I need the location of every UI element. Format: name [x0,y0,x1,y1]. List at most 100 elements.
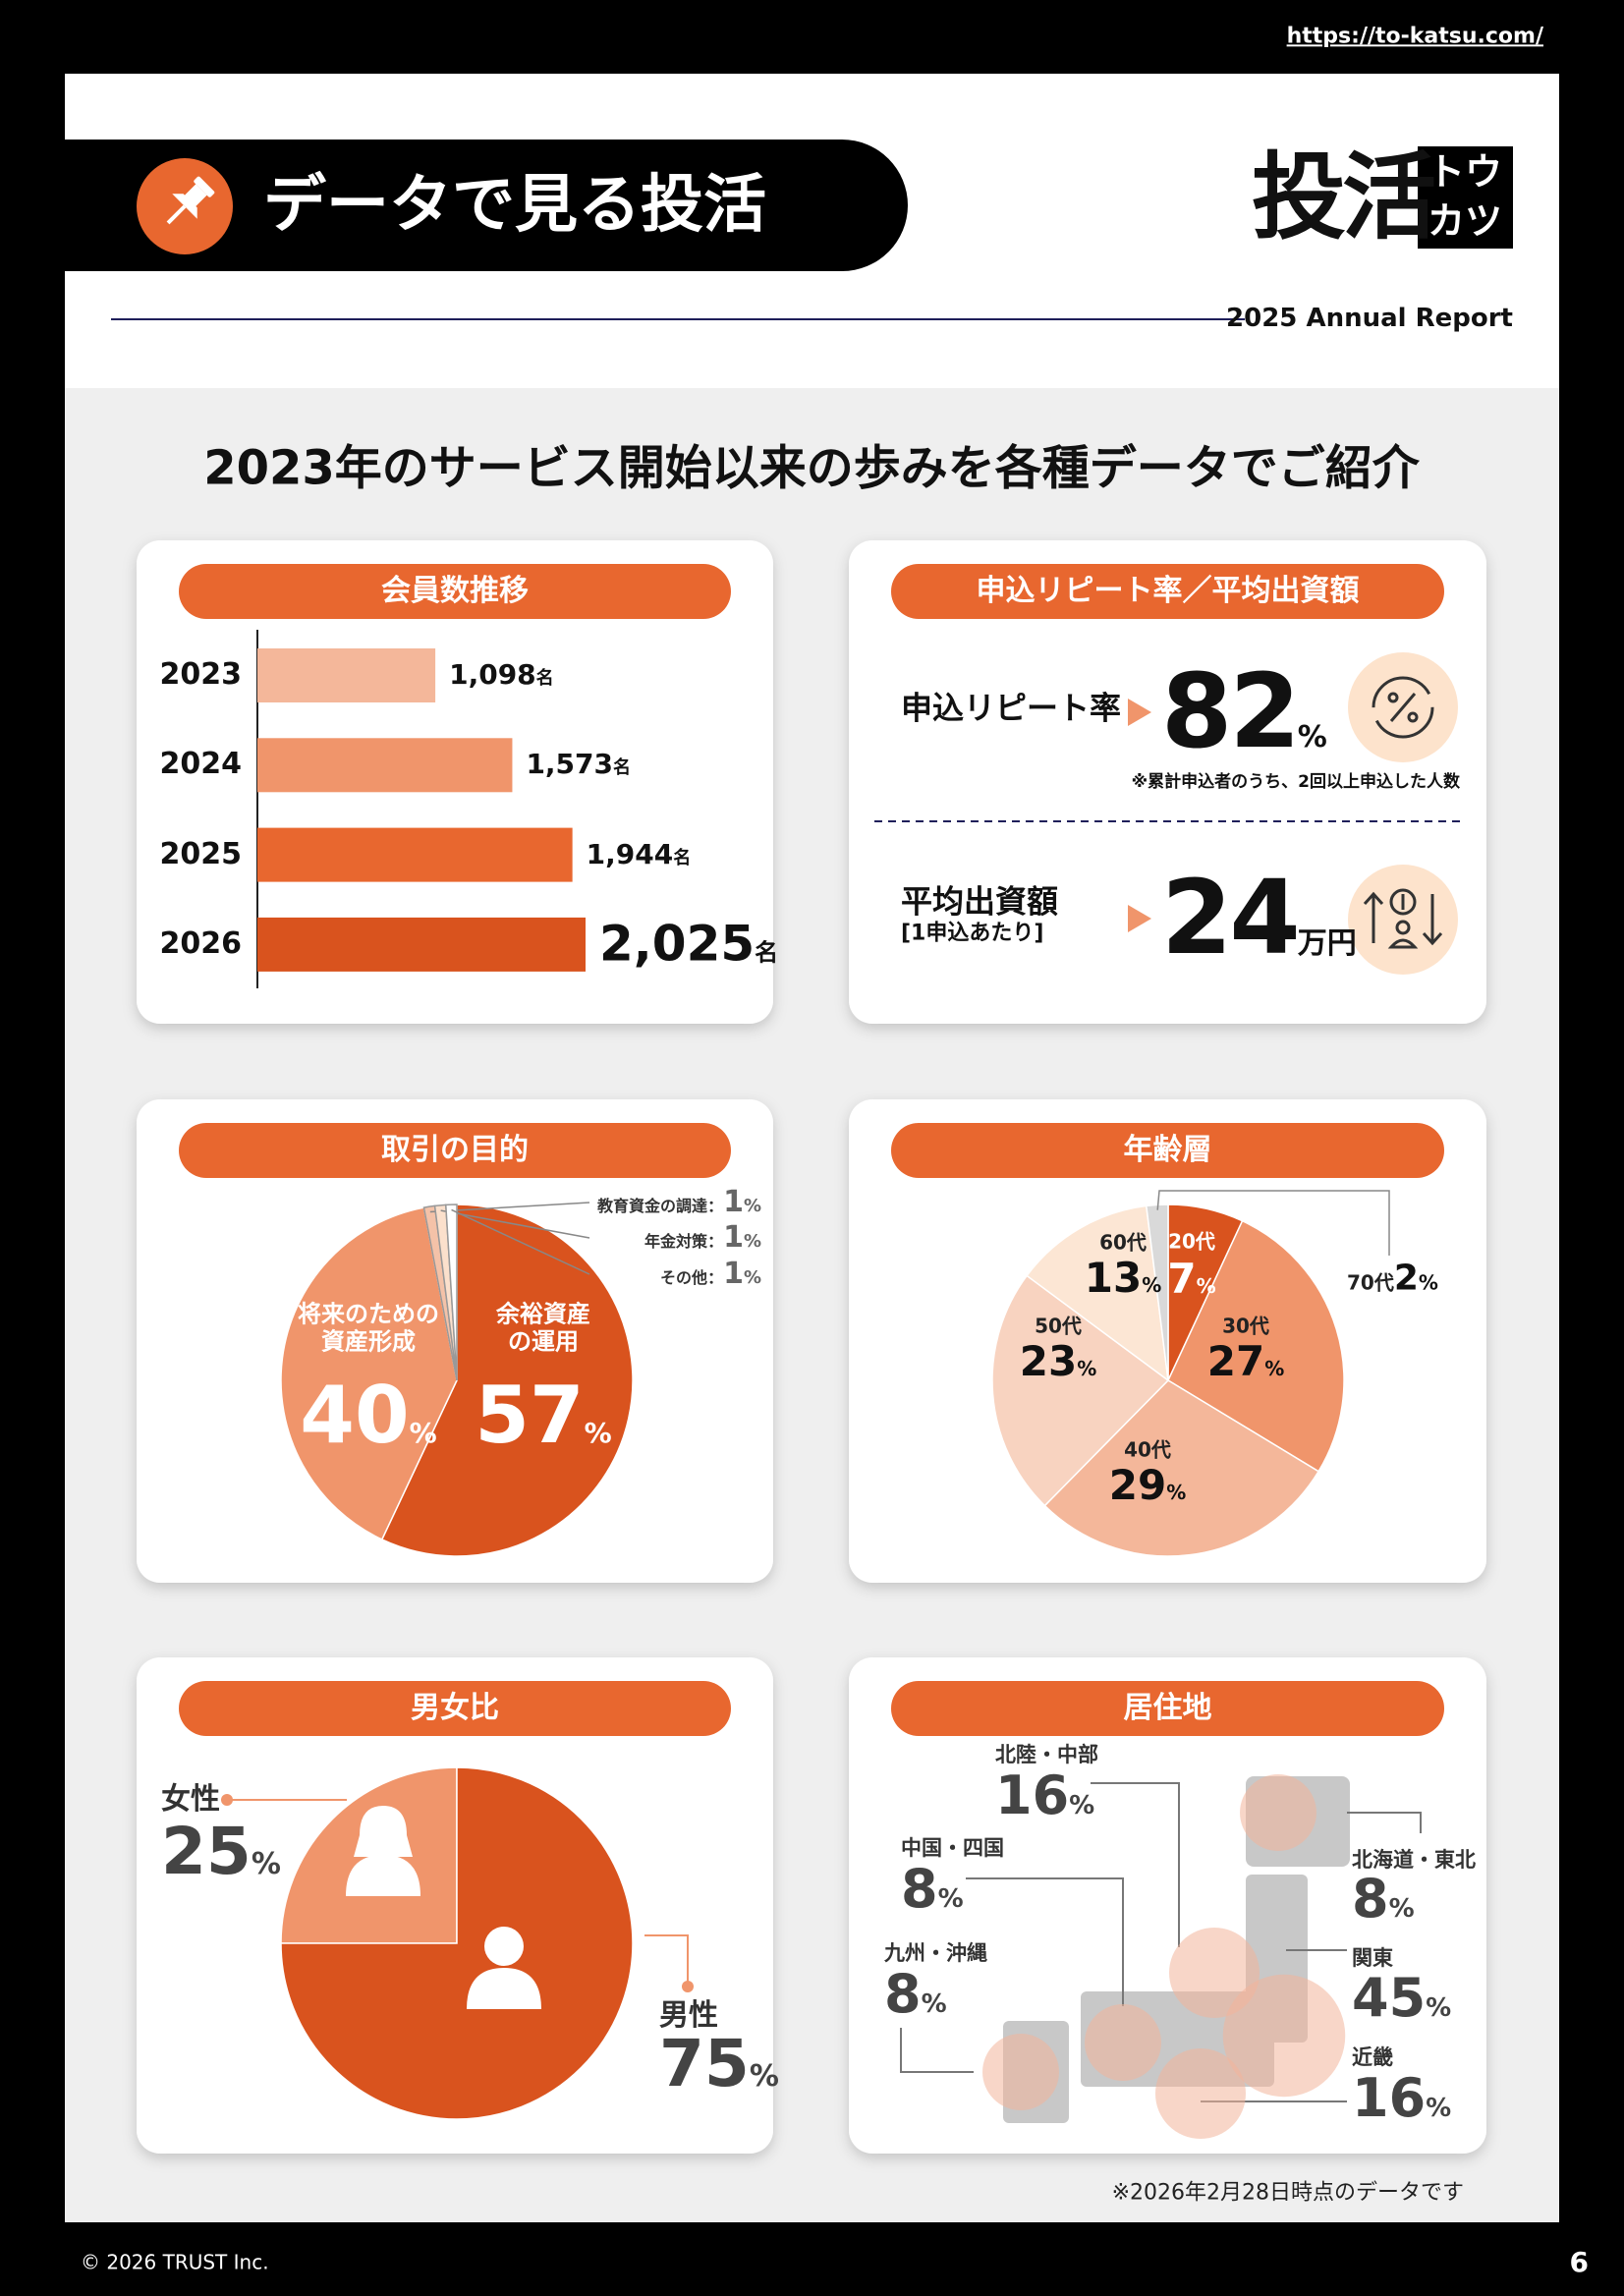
value-unit: % [584,1417,612,1449]
slice-category: 年金対策 [644,1231,708,1251]
title-icon [137,158,233,254]
logo-kana: トウ [1427,150,1503,195]
value-unit: % [921,1988,947,2019]
card-title: 取引の目的 [381,1132,529,1167]
person-icon [354,1806,413,1857]
page-title: データで見る投活 [263,169,766,243]
value-unit: % [251,1847,281,1882]
value-unit: 名 [613,757,632,779]
category-label: 2025 [159,836,243,871]
region-bubble [1222,1974,1346,2098]
investment-icon [1348,865,1458,975]
slice-label: 教育資金の調達：1% [597,1184,761,1220]
pie-slice [1167,1219,1345,1473]
slice-category: 40代 [1124,1437,1171,1462]
region-label: 近畿 [1352,2044,1393,2069]
value-number: 2 [1393,1258,1419,1299]
category-label: 2024 [159,747,243,782]
value-number: 8 [901,1857,938,1920]
url: https://to-katsu.com/ [1286,24,1543,49]
card-title: 居住地 [1123,1690,1212,1725]
pie-slice [991,1274,1170,1507]
region-bubble [1240,1774,1316,1851]
value-number: 23 [1019,1336,1078,1385]
region-label: 北陸・中部 [995,1742,1098,1766]
leader-line [451,1208,590,1275]
region-value: 8% [1352,1868,1415,1930]
kpi-note: ※累計申込者のうち、2回以上申込した人数 [1131,772,1460,793]
value-label: 1,573名 [526,749,631,780]
slice-label: 70代2% [1347,1258,1438,1298]
kpi-arrow [1128,905,1151,932]
slice-category: 50代 [1035,1314,1082,1338]
slice-label: その他：1% [660,1257,761,1292]
leader-dot [221,1794,233,1806]
value-unit: 名 [755,938,779,967]
card-title-pill [179,564,731,619]
card [849,540,1486,1024]
pie-slice [280,1206,458,1540]
copyright: © 2026 TRUST Inc. [81,2250,269,2274]
bar [257,917,586,972]
slice-category: 教育資金の調達 [597,1196,708,1215]
value-text: 1,098 [449,657,536,691]
region-label: 九州・沖縄 [884,1940,987,1965]
category-label: 2026 [159,925,243,961]
region-label: 中国・四国 [901,1835,1004,1860]
value-number: 27 [1206,1336,1265,1385]
region-bubble [1169,1928,1260,2018]
value-unit: % [1426,1992,1452,2023]
leader-dot [682,1981,694,1992]
category-label: 2023 [159,656,243,692]
value-unit: % [743,1230,761,1252]
value-number: 1 [723,1184,744,1219]
leader-line [644,1934,689,1987]
value-unit: % [1077,1356,1097,1380]
slice-value: 23% [1019,1336,1097,1385]
slice-value: 29% [1108,1460,1187,1509]
repeat-icon [1348,652,1458,762]
value-unit: % [749,2059,779,2095]
value-number: 40 [300,1370,410,1461]
slice-category: 女性 [161,1781,220,1817]
pie-slice [380,1204,634,1557]
separator: ： [707,1267,724,1287]
value-unit: % [743,1195,761,1216]
value-number: 8 [884,1962,922,2025]
value-unit: % [1264,1356,1285,1380]
value-number: 29 [1108,1460,1167,1509]
value-label: 1,098名 [449,657,554,691]
kpi-arrow [1128,699,1151,726]
bar [257,648,436,702]
marks [221,630,1422,2139]
bar [257,827,573,882]
slice-value: 57% [475,1371,611,1461]
leader-line [1091,1782,1180,1947]
value-number: 1 [723,1219,744,1255]
pie-slice [444,1204,458,1381]
slice-category: 70代 [1347,1270,1394,1295]
value-unit: 名 [673,847,692,868]
logo-kana-box [1418,146,1513,249]
value-unit: % [1388,1893,1415,1924]
value-number: 7 [1167,1254,1197,1303]
pie-slice [1145,1204,1169,1381]
kpi-value: 24万円 [1161,859,1357,978]
leader-line [966,1877,1124,2006]
region-value: 16% [1352,2067,1451,2129]
value-unit: % [1297,720,1327,756]
card-title-pill [179,1681,731,1736]
value-unit: % [1069,1790,1095,1820]
region-value: 8% [884,1962,947,2025]
card-title: 会員数推移 [381,573,529,608]
separator: ： [707,1196,724,1215]
separator: ： [707,1231,724,1251]
pie-slice [1026,1204,1169,1382]
kpi-value: 82% [1161,652,1327,771]
data-note: ※2026年2月28日時点のデータです [1111,2180,1464,2206]
logo-kana: カツ [1427,199,1503,244]
region-bubble [1155,2048,1246,2139]
slice-label: 年金対策：1% [644,1219,761,1256]
